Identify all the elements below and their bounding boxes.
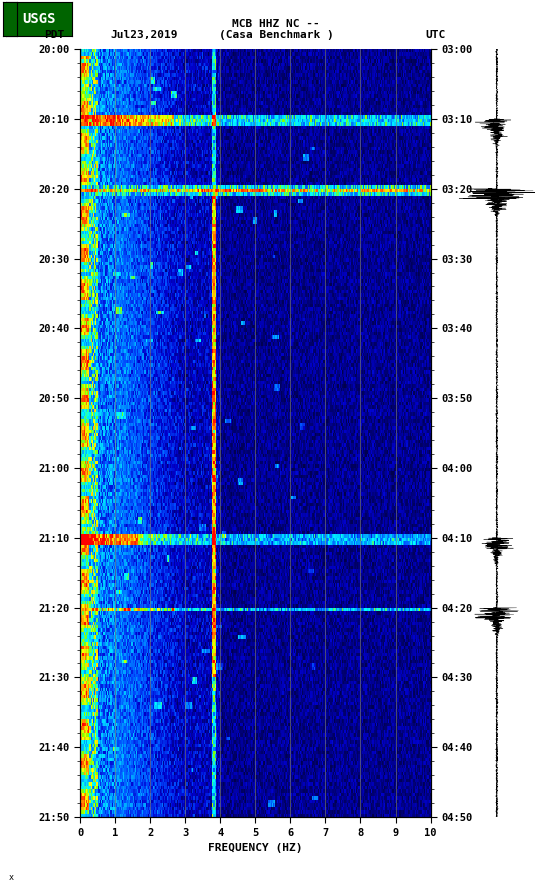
Text: Jul23,2019: Jul23,2019	[110, 30, 178, 40]
Text: USGS: USGS	[22, 12, 55, 26]
Text: MCB HHZ NC --: MCB HHZ NC --	[232, 20, 320, 29]
Text: x: x	[8, 873, 13, 882]
X-axis label: FREQUENCY (HZ): FREQUENCY (HZ)	[208, 843, 302, 853]
Text: PDT: PDT	[44, 30, 65, 40]
Text: (Casa Benchmark ): (Casa Benchmark )	[219, 30, 333, 40]
Text: UTC: UTC	[425, 30, 445, 40]
